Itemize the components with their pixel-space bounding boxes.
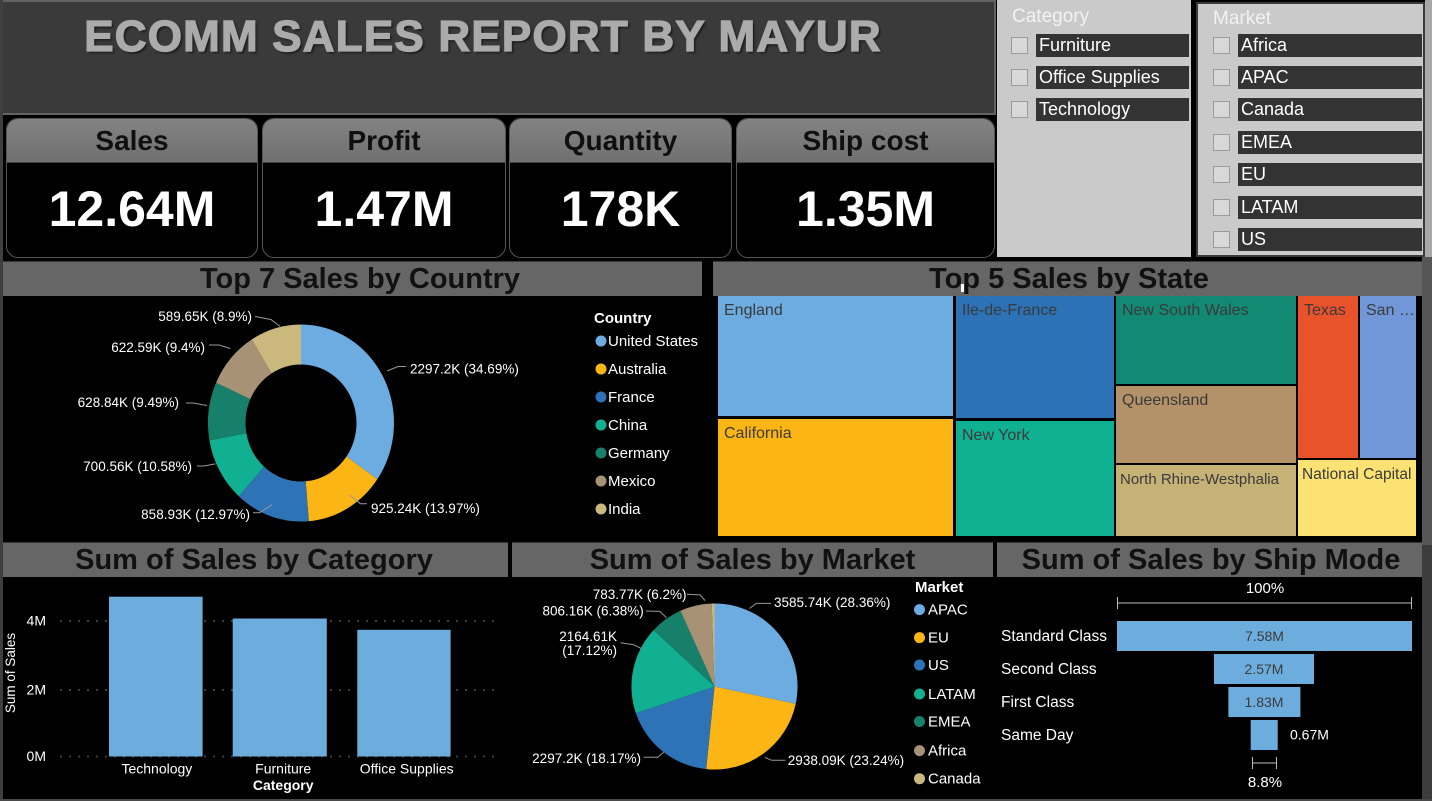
svg-text:0M: 0M <box>27 748 46 764</box>
svg-text:US: US <box>928 657 949 674</box>
svg-text:Same Day: Same Day <box>1001 727 1074 744</box>
svg-text:Sum of Sales: Sum of Sales <box>3 633 18 714</box>
svg-text:7.58M: 7.58M <box>1245 628 1284 644</box>
svg-text:2297.2K (34.69%): 2297.2K (34.69%) <box>410 362 519 377</box>
svg-text:Africa: Africa <box>928 743 967 760</box>
svg-text:589.65K (8.9%): 589.65K (8.9%) <box>158 309 252 324</box>
svg-text:783.77K (6.2%): 783.77K (6.2%) <box>593 587 687 602</box>
svg-text:United States: United States <box>608 333 698 350</box>
svg-text:2164.61K: 2164.61K <box>559 629 617 644</box>
svg-text:2297.2K (18.17%): 2297.2K (18.17%) <box>532 751 641 766</box>
svg-text:622.59K (9.4%): 622.59K (9.4%) <box>111 340 205 355</box>
svg-text:EU: EU <box>928 630 949 647</box>
svg-text:Category: Category <box>253 777 314 793</box>
svg-text:First Class: First Class <box>1001 694 1074 711</box>
svg-text:EMEA: EMEA <box>928 714 971 731</box>
svg-text:858.93K (12.97%): 858.93K (12.97%) <box>141 507 250 522</box>
svg-text:APAC: APAC <box>928 602 968 619</box>
svg-text:LATAM: LATAM <box>928 686 976 703</box>
svg-text:2938.09K (23.24%): 2938.09K (23.24%) <box>788 753 904 768</box>
svg-text:628.84K (9.49%): 628.84K (9.49%) <box>78 395 179 410</box>
svg-text:Canada: Canada <box>928 771 981 788</box>
svg-text:France: France <box>608 389 655 406</box>
svg-text:Technology: Technology <box>121 761 192 777</box>
svg-text:Market: Market <box>915 579 963 596</box>
svg-text:Australia: Australia <box>608 361 667 378</box>
svg-text:China: China <box>608 417 648 434</box>
svg-text:Germany: Germany <box>608 445 670 462</box>
svg-text:Furniture: Furniture <box>255 761 311 777</box>
svg-text:806.16K (6.38%): 806.16K (6.38%) <box>542 604 643 619</box>
svg-text:8.8%: 8.8% <box>1248 774 1282 791</box>
svg-text:1.83M: 1.83M <box>1245 694 1284 710</box>
svg-text:India: India <box>608 501 641 518</box>
svg-text:(17.12%): (17.12%) <box>562 643 617 658</box>
svg-text:3585.74K (28.36%): 3585.74K (28.36%) <box>774 595 890 610</box>
svg-text:Country: Country <box>594 310 652 327</box>
svg-text:2M: 2M <box>27 682 46 698</box>
svg-text:4M: 4M <box>27 613 46 629</box>
svg-text:Second Class: Second Class <box>1001 661 1097 678</box>
svg-text:2.57M: 2.57M <box>1245 661 1284 677</box>
svg-text:0.67M: 0.67M <box>1290 727 1329 743</box>
svg-text:700.56K (10.58%): 700.56K (10.58%) <box>83 459 192 474</box>
svg-text:Mexico: Mexico <box>608 473 656 490</box>
svg-text:Office Supplies: Office Supplies <box>360 761 454 777</box>
svg-text:Standard Class: Standard Class <box>1001 628 1107 645</box>
svg-text:100%: 100% <box>1246 580 1284 597</box>
svg-text:925.24K (13.97%): 925.24K (13.97%) <box>371 501 480 516</box>
